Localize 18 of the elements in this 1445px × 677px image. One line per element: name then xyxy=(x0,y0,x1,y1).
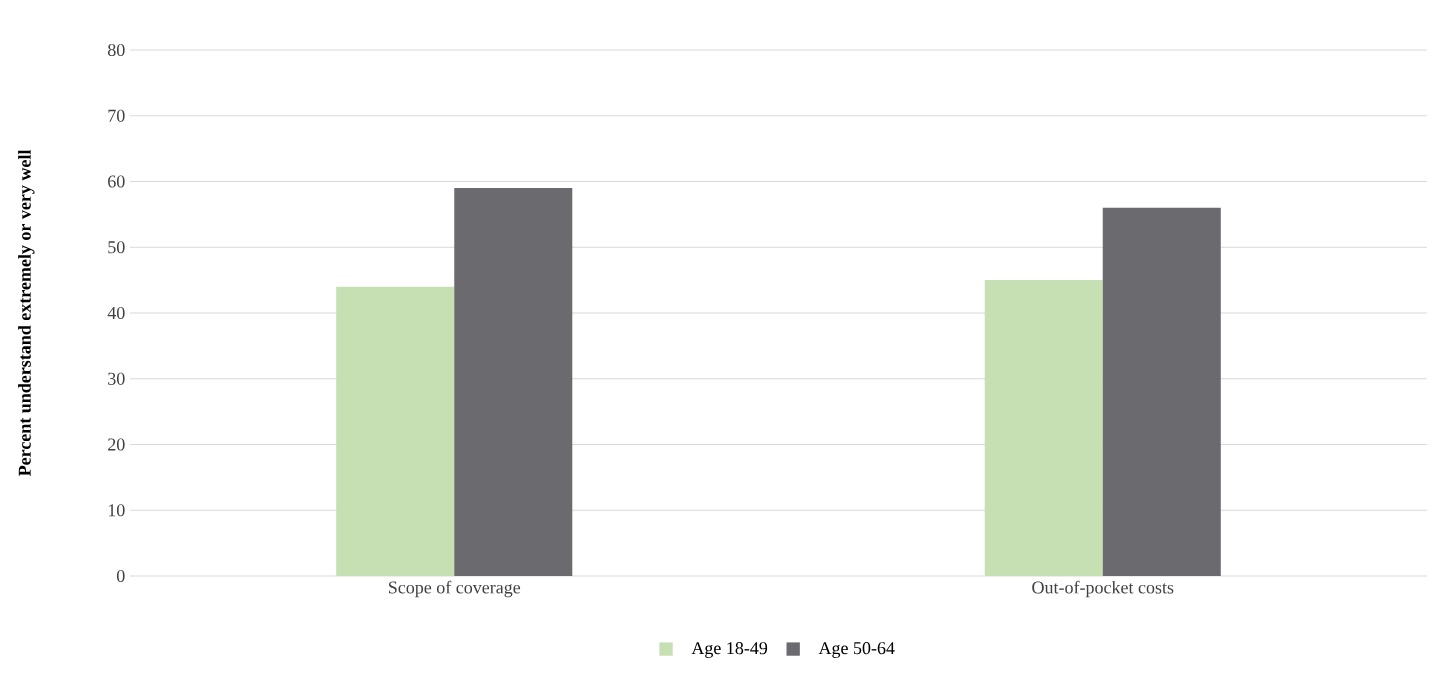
y-tick-label: 60 xyxy=(108,175,125,188)
y-axis-title: Percent understand extremely or very well xyxy=(18,149,35,477)
y-tick-label: 70 xyxy=(108,109,125,122)
y-tick-label: 50 xyxy=(108,241,125,254)
y-tick-label: 20 xyxy=(108,438,125,451)
y-tick-label: 80 xyxy=(107,43,125,57)
x-tick-label: Out-of-pocket costs xyxy=(1032,580,1174,598)
bar xyxy=(1102,207,1221,576)
y-tick-label: 10 xyxy=(108,504,125,517)
x-tick-label: Scope of coverage xyxy=(389,580,521,598)
bar xyxy=(454,188,573,576)
legend-label: Age 18-49 xyxy=(691,642,768,658)
y-tick-label: 0 xyxy=(116,569,125,583)
y-tick-label: 40 xyxy=(107,306,125,320)
bar xyxy=(336,286,455,576)
y-tick-label: 30 xyxy=(108,372,125,385)
legend-label: Age 50-64 xyxy=(818,642,895,658)
bar xyxy=(984,280,1103,576)
